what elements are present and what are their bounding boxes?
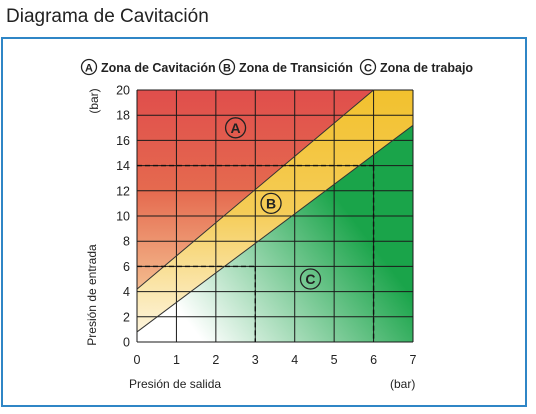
- y-tick-label: 20: [116, 84, 130, 98]
- reference-lines: [137, 164, 375, 342]
- grid: [136, 89, 414, 343]
- x-tick-labels: 0 1 2 3 4 5 6 7: [134, 353, 417, 367]
- zone-label-b: B: [260, 192, 282, 215]
- x-tick-label: 7: [410, 353, 417, 367]
- zone-label-c: C: [299, 268, 322, 290]
- zone-label-circle-icon: [224, 117, 247, 139]
- y-tick-label: 2: [123, 310, 130, 324]
- zone-labels: A B C: [224, 117, 322, 290]
- y-tick-label: 16: [116, 134, 130, 148]
- x-tick-label: 0: [134, 353, 141, 367]
- y-tick-labels: 0 2 4 6 8 10 12 14 16 18 20: [116, 84, 130, 350]
- zone-label-text: A: [231, 120, 241, 136]
- y-axis-unit: (bar): [87, 88, 101, 113]
- legend: A Zona de Cavitación B Zona de Transició…: [80, 58, 473, 76]
- x-tick-label: 5: [331, 353, 338, 367]
- x-axis-label: Presión de salida: [129, 377, 221, 391]
- legend-marker-c-text: C: [364, 63, 372, 75]
- legend-marker-c-icon: [359, 58, 377, 76]
- boundary-line-b-c: [136, 124, 414, 333]
- x-tick-label: 1: [173, 353, 180, 367]
- zone-label-text: B: [266, 195, 276, 211]
- legend-label-a: Zona de Cavitación: [101, 61, 216, 75]
- legend-marker-a-icon: [80, 58, 98, 76]
- legend-label-c: Zona de trabajo: [380, 61, 473, 75]
- legend-item-b: B Zona de Transición: [218, 58, 353, 76]
- x-tick-label: 2: [212, 353, 219, 367]
- y-tick-label: 18: [116, 109, 130, 123]
- zone-boundaries: [136, 89, 414, 333]
- x-axis-unit: (bar): [390, 377, 415, 391]
- page-title: Diagrama de Cavitación: [6, 6, 209, 27]
- x-tick-label: 4: [291, 353, 298, 367]
- legend-marker-a-text: A: [85, 63, 93, 75]
- boundary-line-a-b: [136, 89, 374, 290]
- x-tick-label: 6: [370, 353, 377, 367]
- legend-item-c: C Zona de trabajo: [359, 58, 473, 76]
- zone-label-text: C: [305, 271, 315, 287]
- zone-label-circle-icon: [260, 192, 282, 215]
- zone-label-circle-icon: [299, 268, 322, 290]
- legend-label-b: Zona de Transición: [239, 61, 353, 75]
- y-tick-label: 12: [116, 184, 130, 198]
- y-tick-label: 6: [123, 260, 130, 274]
- legend-marker-b-text: B: [223, 63, 231, 75]
- y-tick-label: 0: [123, 336, 130, 350]
- y-tick-label: 4: [123, 285, 130, 299]
- legend-marker-b-icon: [218, 58, 236, 76]
- chart-frame: [1, 37, 527, 407]
- zone-c-area: [137, 125, 413, 342]
- zone-label-a: A: [224, 117, 247, 139]
- legend-item-a: A Zona de Cavitación: [80, 58, 216, 76]
- zone-b-area: [137, 90, 413, 332]
- y-tick-label: 10: [116, 210, 130, 224]
- x-tick-label: 3: [252, 353, 259, 367]
- y-tick-label: 8: [123, 235, 130, 249]
- y-axis-label: Presión de entrada: [85, 244, 99, 346]
- y-tick-label: 14: [116, 159, 130, 173]
